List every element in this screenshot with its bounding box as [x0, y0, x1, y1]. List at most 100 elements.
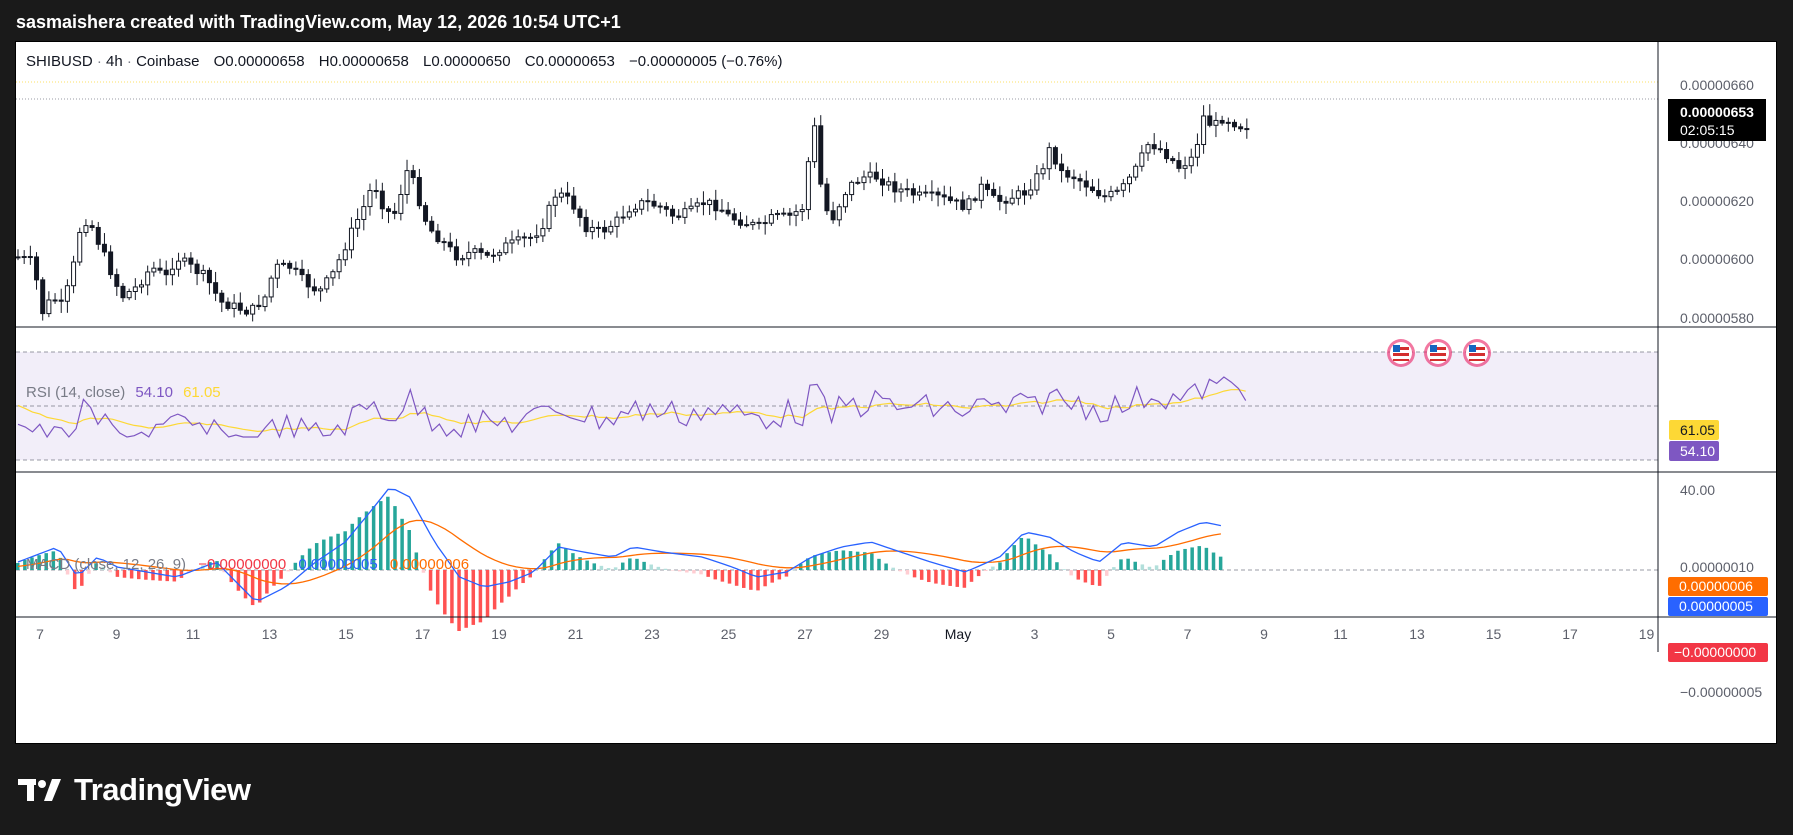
- macd-histogram-bar: [80, 570, 84, 586]
- macd-histogram-bar: [777, 570, 782, 580]
- macd-histogram-bar: [322, 539, 326, 570]
- candle-body: [694, 202, 700, 207]
- candle-body: [1170, 158, 1176, 162]
- candle-body: [929, 191, 935, 194]
- countdown-label: 02:05:15: [1680, 122, 1735, 138]
- legend-sep-2: ·: [127, 53, 136, 70]
- macd-histogram-bar: [649, 564, 653, 570]
- macd-histogram-bar: [222, 570, 226, 573]
- candle-body: [1071, 176, 1077, 180]
- candle-body: [311, 286, 317, 292]
- macd-histogram-bar: [386, 496, 390, 570]
- macd-histogram-bar: [1161, 559, 1166, 570]
- macd-histogram-bar: [215, 561, 219, 570]
- candle-body: [1207, 115, 1213, 126]
- candle-body: [83, 225, 89, 233]
- low-key: L: [423, 53, 431, 70]
- candle-body: [571, 195, 577, 210]
- macd-histogram-bar: [144, 570, 148, 580]
- candle-body: [27, 256, 33, 259]
- x-axis-tick: 21: [568, 626, 584, 642]
- candle-body: [991, 188, 997, 196]
- candle-body: [71, 261, 77, 287]
- macd-histogram-bar: [1069, 570, 1073, 576]
- candle-body: [577, 208, 583, 218]
- us-flag-icon: [1424, 339, 1452, 367]
- candle-body: [670, 208, 676, 217]
- macd-histogram-bar: [500, 570, 504, 603]
- candle-body: [651, 200, 657, 207]
- candle-body: [1052, 147, 1058, 165]
- candle-body: [1127, 176, 1132, 185]
- candle-body: [299, 268, 305, 276]
- candle-body: [188, 257, 194, 265]
- chart-container[interactable]: 7 9 11 13 15 17 19 21 23 25 27 29 May 3 5 7 9 11 13 15 17 19 …: [15, 41, 1777, 744]
- candle-body: [361, 206, 367, 220]
- rsi-ma-axis-label: 61.05: [1680, 422, 1715, 438]
- candle-body: [77, 231, 83, 263]
- rsi-value-box: [1669, 441, 1719, 461]
- candle-body: [447, 241, 453, 248]
- candle-body: [1219, 119, 1225, 124]
- candle-body: [886, 181, 892, 186]
- x-axis-tick: 11: [1333, 626, 1348, 642]
- macd-histogram-bar: [492, 570, 497, 610]
- macd-histogram-bar: [756, 570, 760, 591]
- candle-body: [960, 199, 966, 210]
- candle-body: [64, 285, 70, 302]
- macd-histogram-bar: [1083, 570, 1088, 583]
- candle-body: [639, 200, 645, 210]
- macd-histogram-bar: [919, 570, 924, 580]
- candle-body: [509, 239, 515, 244]
- candle-body: [342, 249, 348, 261]
- candle-body: [707, 199, 713, 206]
- candle-body: [120, 285, 126, 299]
- candle-body: [194, 263, 200, 275]
- macd-histogram-bar: [371, 506, 376, 570]
- interval-label: 4h: [106, 53, 123, 70]
- candle-body: [984, 183, 990, 190]
- low-value: 0.00000650: [431, 53, 510, 70]
- candle-body: [497, 252, 503, 256]
- candle-body: [274, 263, 280, 279]
- macd-histogram-bar: [969, 570, 974, 582]
- macd-histogram-bar: [656, 566, 661, 570]
- macd-histogram-bar: [286, 570, 290, 572]
- macd-histogram-bar: [179, 570, 184, 578]
- candle-body: [904, 188, 910, 191]
- candle-body: [472, 248, 478, 253]
- candle-body: [830, 210, 836, 221]
- candle-body: [410, 170, 416, 179]
- event-flags[interactable]: [1387, 339, 1491, 367]
- macd-histogram-bar: [848, 551, 853, 570]
- macd-signal-box: [1668, 577, 1768, 596]
- macd-histogram-bar: [435, 570, 440, 605]
- candle-body: [34, 256, 40, 281]
- macd-histogram-bar: [706, 570, 710, 577]
- candle-body: [947, 196, 953, 202]
- candle-body: [1182, 165, 1188, 169]
- candle-body: [966, 198, 972, 210]
- candle-body: [534, 235, 540, 238]
- macd-histogram-bar: [37, 555, 41, 570]
- chart-canvas[interactable]: 7 9 11 13 15 17 19 21 23 25 27 29 May 3 5 7 9 11 13 15 17 19 …: [16, 42, 1776, 743]
- candle-body: [1164, 149, 1170, 160]
- macd-histogram-bar: [927, 570, 931, 583]
- candle-body: [849, 181, 855, 196]
- x-axis-tick: 15: [1486, 626, 1502, 642]
- macd-histogram-bar: [806, 558, 810, 570]
- macd-histogram-bar: [364, 511, 369, 570]
- last-price-label: 0.00000653: [1680, 104, 1754, 120]
- open-value: 0.00000658: [225, 53, 304, 70]
- candle-body: [386, 208, 391, 212]
- x-axis-tick: 17: [415, 626, 431, 642]
- macd-histogram-bar: [1183, 548, 1187, 570]
- macd-histogram-bar: [763, 570, 767, 587]
- candle-body: [910, 188, 916, 196]
- candle-body: [737, 219, 743, 226]
- candle-body: [367, 190, 373, 208]
- macd-histogram-bar: [1147, 566, 1152, 570]
- candle-body: [1238, 126, 1244, 130]
- macd-histogram-bar: [1211, 552, 1216, 570]
- macd-histogram-bar: [272, 570, 276, 586]
